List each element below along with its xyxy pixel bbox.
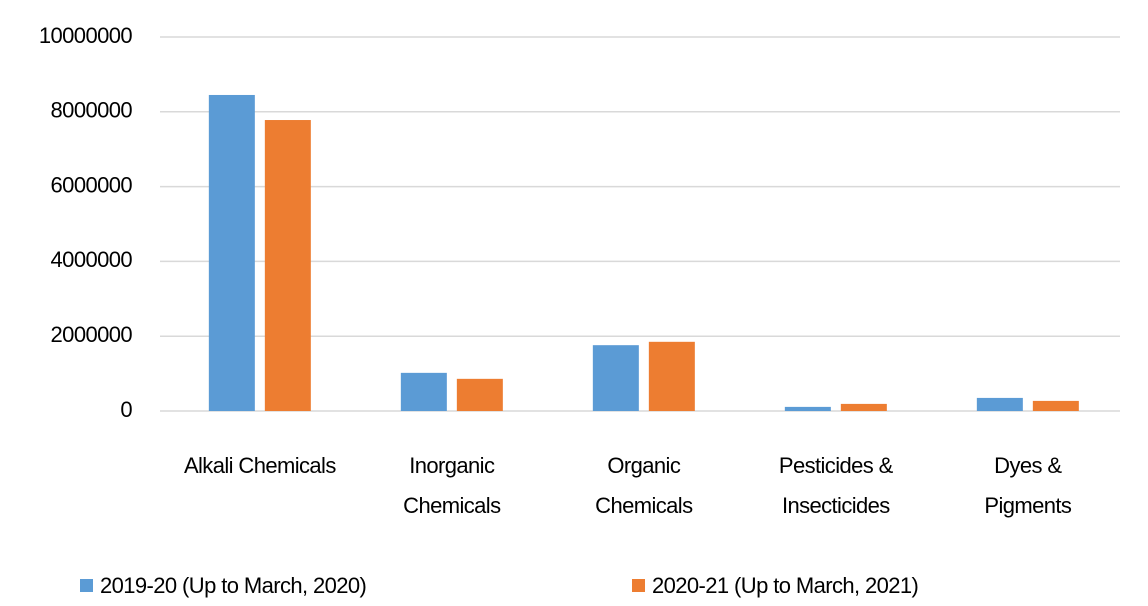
y-tick-label: 6000000 (51, 172, 133, 197)
x-tick-label: Organic Chemicals (595, 453, 693, 518)
bar (784, 406, 831, 411)
bar (592, 345, 639, 411)
legend-swatch (632, 579, 645, 592)
x-tick-label: Inorganic Chemicals (403, 453, 501, 518)
bar (1032, 400, 1079, 411)
bar (400, 372, 447, 411)
x-tick-label: Alkali Chemicals (183, 453, 336, 478)
bar (976, 397, 1023, 411)
y-tick-label: 10000000 (39, 23, 132, 48)
legend-label: 2019-20 (Up to March, 2020) (100, 573, 366, 598)
x-tick-label: Dyes & Pigments (984, 453, 1072, 518)
bar (840, 403, 887, 411)
y-tick-label: 4000000 (51, 247, 133, 272)
bar (648, 341, 695, 411)
x-tick-label: Pesticides & Insecticides (778, 453, 893, 518)
y-tick-label: 2000000 (51, 322, 133, 347)
bar (456, 378, 503, 411)
legend-label: 2020-21 (Up to March, 2021) (652, 573, 918, 598)
y-tick-label: 8000000 (51, 98, 133, 123)
legend-swatch (80, 579, 93, 592)
bar (208, 94, 255, 411)
y-tick-label: 0 (120, 397, 132, 422)
bar (264, 120, 311, 411)
